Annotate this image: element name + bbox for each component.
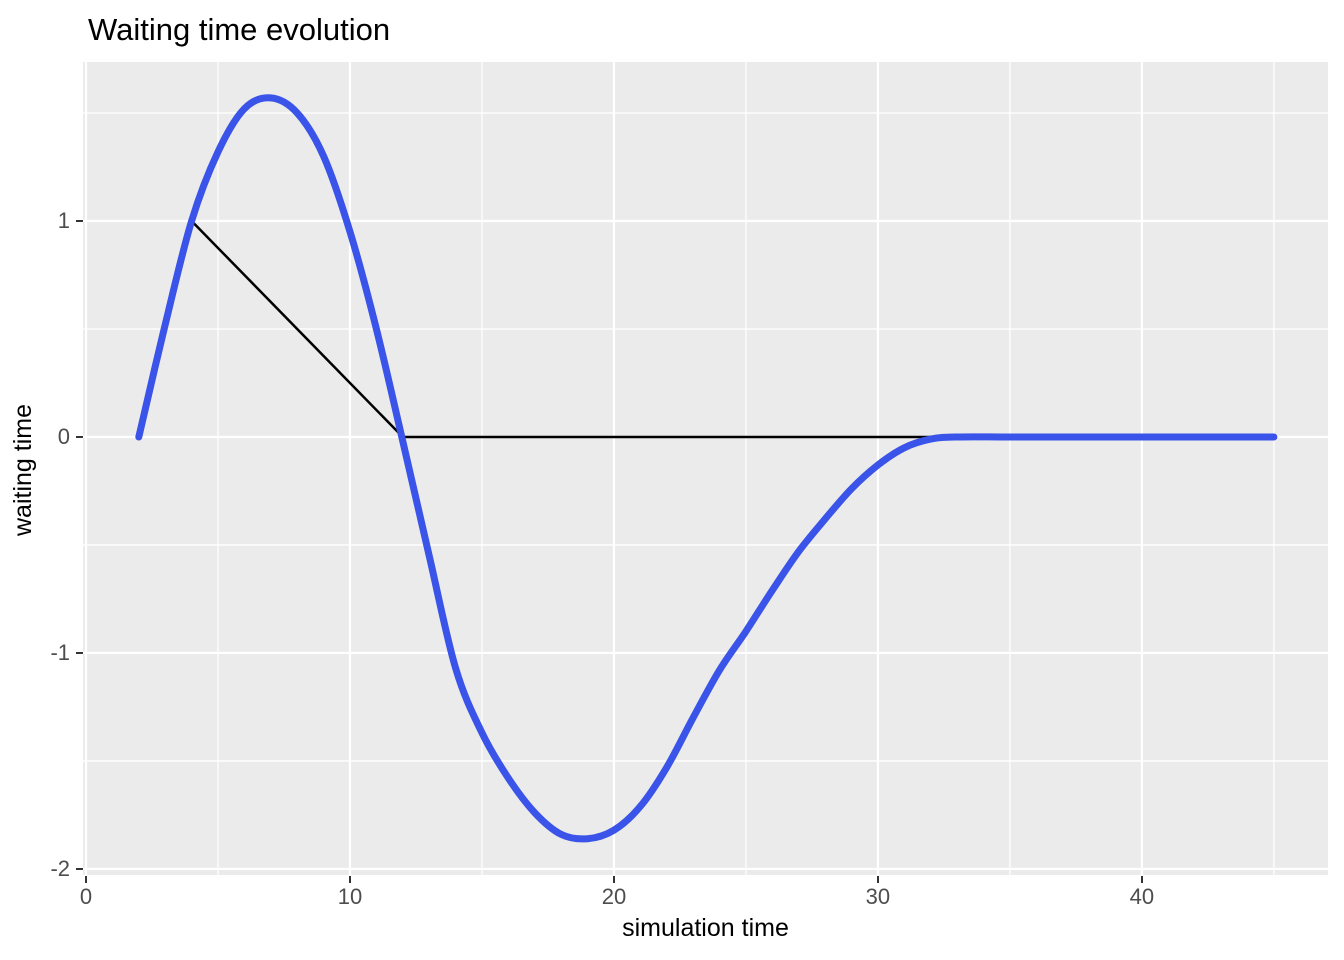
y-tick-label: -1 bbox=[50, 639, 70, 665]
x-tick-label: 0 bbox=[79, 884, 93, 909]
plot-svg bbox=[83, 62, 1328, 875]
x-tick-mark bbox=[1140, 876, 1143, 883]
y-tick-mark bbox=[76, 435, 83, 438]
chart-title: Waiting time evolution bbox=[88, 12, 391, 47]
series-line-1 bbox=[135, 94, 1278, 843]
y-tick-label: 1 bbox=[57, 207, 70, 233]
plot-panel bbox=[83, 62, 1328, 875]
y-tick-label: 0 bbox=[57, 423, 70, 449]
x-tick-mark bbox=[85, 876, 87, 883]
y-tick-label: -2 bbox=[50, 855, 70, 881]
y-axis-title: waiting time bbox=[9, 404, 37, 536]
y-tick-mark bbox=[76, 867, 83, 870]
x-tick-mark bbox=[876, 876, 879, 883]
x-tick-mark bbox=[612, 876, 615, 883]
x-tick-label: 30 bbox=[865, 884, 891, 909]
y-tick-mark bbox=[76, 651, 83, 654]
x-tick-mark bbox=[348, 876, 351, 883]
x-axis-title: simulation time bbox=[622, 914, 789, 942]
x-tick-label: 20 bbox=[601, 884, 627, 909]
x-tick-label: 10 bbox=[337, 884, 363, 909]
x-tick-label: 40 bbox=[1129, 884, 1155, 909]
y-tick-mark bbox=[76, 219, 83, 222]
